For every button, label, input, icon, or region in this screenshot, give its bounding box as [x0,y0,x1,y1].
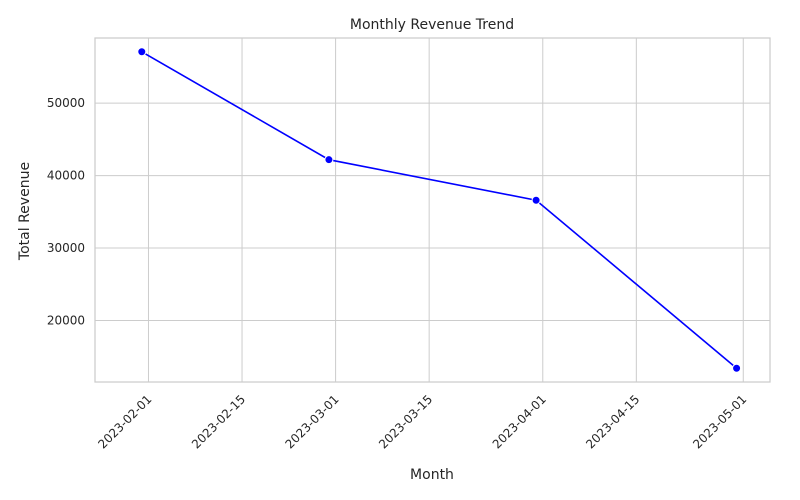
y-tick-label: 40000 [47,169,85,183]
grid-lines [95,38,770,382]
x-tick-label: 2023-03-15 [376,392,435,451]
x-tick-label: 2023-04-01 [490,392,549,451]
x-tick-label: 2023-02-15 [189,392,248,451]
chart-title: Monthly Revenue Trend [350,17,514,33]
y-tick-label: 30000 [47,241,85,255]
y-tick-label: 20000 [47,313,85,327]
x-tick-label: 2023-04-15 [583,392,642,451]
plot-frame [94,37,771,383]
series-layer [137,47,742,373]
x-tick-label: 2023-02-01 [95,392,154,451]
y-tick-label: 50000 [47,96,85,110]
data-point [324,155,334,165]
data-point [137,47,147,57]
x-tick-label: 2023-03-01 [282,392,341,451]
series-line [141,51,738,369]
x-axis-label: Month [410,467,454,483]
y-tick-labels: 20000 30000 40000 50000 [47,96,85,327]
x-tick-labels: 2023-02-01 2023-02-15 2023-03-01 2023-03-15… [95,392,749,451]
x-tick-label: 2023-05-01 [690,392,749,451]
data-point [732,363,742,373]
data-point [531,195,541,205]
y-axis-label: Total Revenue [17,162,33,261]
